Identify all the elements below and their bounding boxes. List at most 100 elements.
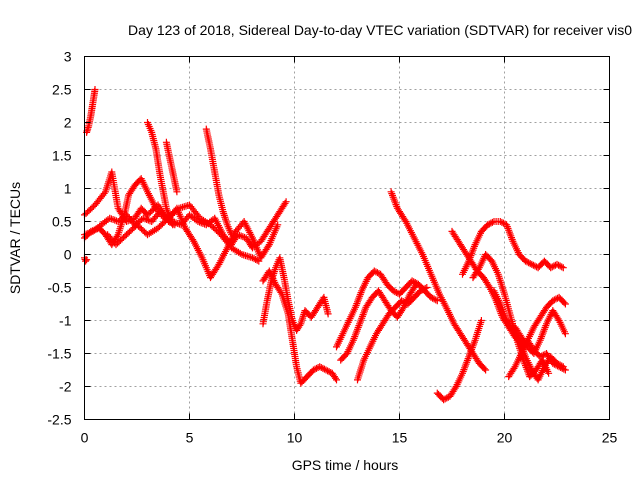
y-tick-label: -2: [59, 379, 72, 395]
y-tick-label: 1: [64, 181, 72, 197]
y-tick-label: 2: [64, 115, 72, 131]
x-tick-label: 5: [186, 430, 194, 446]
plus-marker: [487, 219, 495, 227]
plus-marker: [324, 367, 332, 375]
plus-marker: [106, 214, 114, 222]
plus-marker: [252, 255, 260, 263]
plus-marker: [474, 265, 482, 273]
series-arc-11: [259, 267, 340, 387]
plus-marker: [391, 288, 399, 296]
plus-marker: [277, 288, 285, 296]
y-tick-label: -2.5: [47, 412, 71, 428]
series-arc-15: [387, 188, 490, 374]
x-axis-label: GPS time / hours: [292, 457, 399, 473]
plus-marker: [529, 261, 537, 269]
plus-marker: [526, 260, 534, 268]
plus-marker: [412, 280, 420, 288]
plus-marker: [264, 242, 272, 250]
plus-marker: [451, 384, 459, 392]
plus-marker: [560, 299, 568, 307]
y-tick-label: 0.5: [52, 214, 72, 230]
data-markers: [81, 86, 569, 404]
plus-marker: [480, 365, 488, 373]
y-tick-label: 2.5: [52, 82, 72, 98]
plus-marker: [319, 364, 327, 372]
plus-marker: [485, 282, 493, 290]
series-arc-14: [354, 284, 431, 384]
series-arc-22: [511, 307, 569, 357]
y-axis: -2.5 -2 -1.5 -1 -0.5 0 0.5 1 1.5 2 2.5 3: [47, 49, 610, 428]
plus-marker: [432, 296, 440, 304]
plus-marker: [322, 366, 330, 374]
plus-marker: [333, 376, 340, 384]
chart-title: Day 123 of 2018, Sidereal Day-to-day VTE…: [128, 22, 632, 38]
y-tick-label: -1.5: [47, 346, 71, 362]
plus-marker: [398, 297, 406, 305]
plus-marker: [496, 218, 504, 225]
plus-marker: [488, 218, 496, 226]
plus-marker: [250, 255, 258, 263]
plus-marker: [421, 284, 429, 292]
series-arc-18: [459, 218, 567, 278]
plus-marker: [550, 262, 558, 270]
plus-marker: [309, 366, 317, 374]
series-arc-21: [505, 293, 569, 381]
plus-marker: [320, 365, 328, 373]
plus-marker: [510, 364, 518, 372]
plus-marker: [316, 363, 324, 371]
plus-marker: [113, 232, 121, 240]
plus-marker: [443, 394, 451, 402]
x-tick-label: 10: [287, 430, 303, 446]
plus-marker: [91, 86, 99, 93]
plus-marker: [325, 368, 333, 376]
plus-marker: [228, 231, 235, 239]
plus-marker: [112, 217, 120, 225]
plus-marker: [430, 295, 438, 303]
plus-marker: [141, 215, 149, 223]
plus-marker: [274, 221, 282, 229]
x-tick-label: 0: [81, 430, 89, 446]
plus-marker: [440, 396, 448, 404]
plus-marker: [523, 258, 531, 266]
plus-marker: [418, 286, 426, 294]
plus-marker: [433, 297, 441, 305]
plus-marker: [485, 220, 493, 228]
x-axis: 0 5 10 15 20 25: [81, 56, 617, 446]
plus-marker: [313, 364, 321, 372]
plus-marker: [499, 219, 507, 227]
plus-marker: [423, 284, 431, 291]
plus-marker: [324, 310, 332, 318]
y-tick-label: -0.5: [47, 280, 71, 296]
series-arc-08: [162, 138, 181, 196]
plus-marker: [417, 287, 424, 295]
plus-marker: [553, 260, 561, 268]
plus-marker: [561, 330, 569, 338]
plus-marker: [549, 297, 557, 305]
plus-marker: [558, 362, 566, 370]
y-tick-label: 3: [64, 49, 72, 65]
series-arc-12: [333, 267, 441, 351]
series-arc-05: [81, 254, 91, 265]
plus-marker: [296, 321, 304, 329]
series-arc-06: [83, 86, 99, 136]
x-tick-label: 20: [497, 430, 513, 446]
plus-marker: [427, 293, 435, 301]
plus-marker: [498, 218, 506, 226]
plus-marker: [169, 221, 177, 229]
plus-marker: [522, 257, 529, 265]
plus-marker: [441, 395, 449, 403]
plus-marker: [146, 217, 154, 225]
plus-marker: [553, 359, 561, 367]
plus-marker: [331, 374, 339, 382]
plus-marker: [82, 257, 90, 265]
plus-marker: [255, 257, 263, 265]
series-arc-20: [490, 287, 567, 384]
plus-marker: [559, 363, 567, 371]
plus-marker: [477, 317, 485, 324]
plus-marker: [373, 269, 381, 277]
plus-marker: [370, 267, 378, 275]
series-arc-07: [144, 119, 177, 229]
plus-marker: [555, 261, 563, 269]
plus-marker: [82, 230, 90, 238]
